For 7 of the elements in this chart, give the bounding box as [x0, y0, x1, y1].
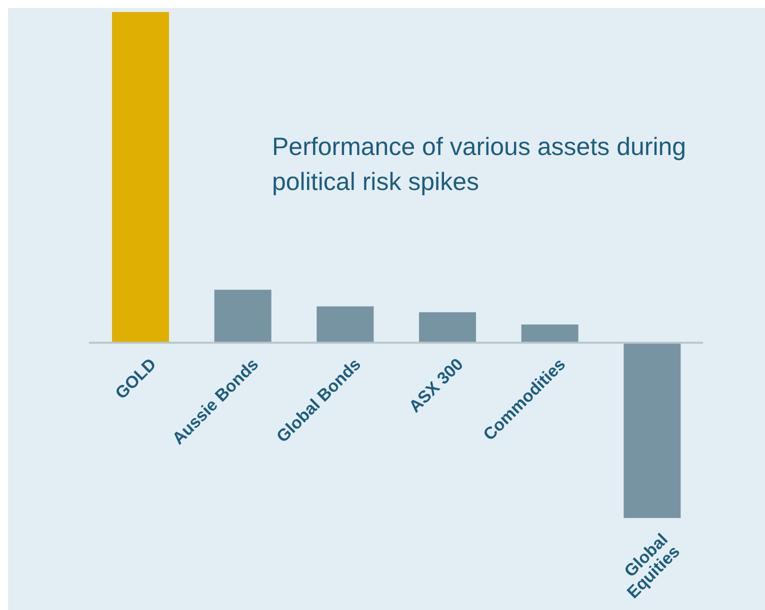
bar: [112, 12, 169, 343]
bar: [214, 290, 272, 343]
text: Performance of various assets during political risk spikes: [272, 132, 688, 198]
bar: [521, 324, 578, 343]
bar: [419, 312, 476, 343]
bar: [624, 342, 681, 518]
bar: [316, 306, 374, 343]
